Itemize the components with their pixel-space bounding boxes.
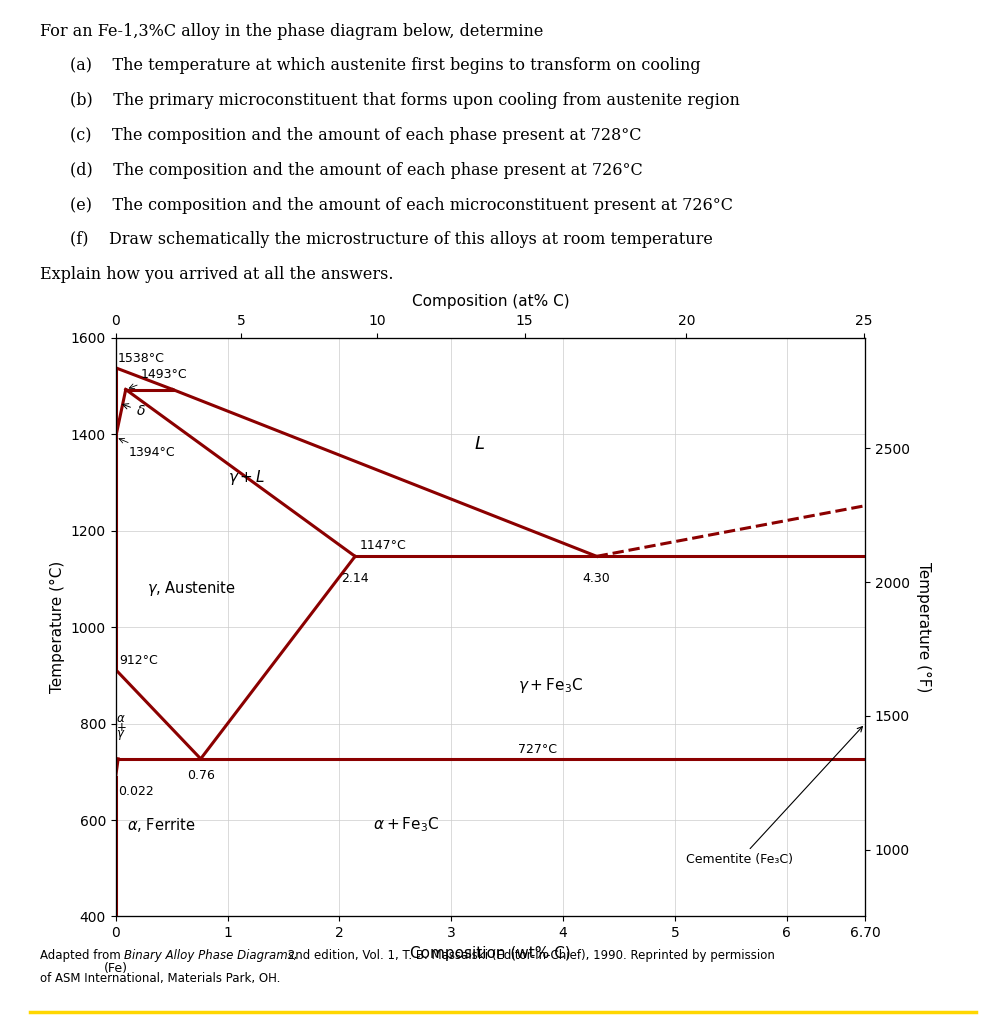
Text: $\alpha$, Ferrite: $\alpha$, Ferrite [127,816,195,834]
Text: 1538°C: 1538°C [118,352,165,366]
Text: 2.14: 2.14 [341,571,369,585]
Text: 0.022: 0.022 [118,785,154,799]
Text: 727°C: 727°C [518,743,557,756]
Text: (c)    The composition and the amount of each phase present at 728°C: (c) The composition and the amount of ea… [70,127,642,144]
Text: Explain how you arrived at all the answers.: Explain how you arrived at all the answe… [40,266,393,284]
Text: Cementite (Fe₃C): Cementite (Fe₃C) [686,727,862,866]
Text: $\alpha$: $\alpha$ [117,713,126,725]
Text: Adapted from: Adapted from [40,949,125,963]
Text: $\gamma + \mathrm{Fe_3C}$: $\gamma + \mathrm{Fe_3C}$ [518,676,583,694]
X-axis label: Composition (wt% C): Composition (wt% C) [410,946,570,961]
Y-axis label: Temperature (°F): Temperature (°F) [915,562,931,692]
Text: (Fe): (Fe) [104,963,128,975]
Text: $\alpha + \mathrm{Fe_3C}$: $\alpha + \mathrm{Fe_3C}$ [373,815,439,835]
Text: $\gamma$: $\gamma$ [117,728,126,742]
Text: $L$: $L$ [474,435,485,453]
Text: 1394°C: 1394°C [119,438,176,460]
Text: (e)    The composition and the amount of each microconstituent present at 726°C: (e) The composition and the amount of ea… [70,197,733,214]
Text: 4.30: 4.30 [582,571,611,585]
Text: $\delta$: $\delta$ [123,403,146,418]
Text: $\gamma + L$: $\gamma + L$ [227,468,265,487]
Text: $\gamma$, Austenite: $\gamma$, Austenite [147,580,236,598]
Text: For an Fe-1,3%C alloy in the phase diagram below, determine: For an Fe-1,3%C alloy in the phase diagr… [40,23,543,40]
Text: (a)    The temperature at which austenite first begins to transform on cooling: (a) The temperature at which austenite f… [70,57,701,75]
Text: (f)    Draw schematically the microstructure of this alloys at room temperature: (f) Draw schematically the microstructur… [70,231,713,249]
Text: Binary Alloy Phase Diagrams,: Binary Alloy Phase Diagrams, [124,949,298,963]
Text: $+$: $+$ [117,721,127,733]
Y-axis label: Temperature (°C): Temperature (°C) [50,561,65,693]
Text: (d)    The composition and the amount of each phase present at 726°C: (d) The composition and the amount of ea… [70,162,643,179]
Text: (b)    The primary microconstituent that forms upon cooling from austenite regio: (b) The primary microconstituent that fo… [70,92,740,110]
Text: of ASM International, Materials Park, OH.: of ASM International, Materials Park, OH… [40,972,281,985]
Text: 1493°C: 1493°C [129,369,187,389]
X-axis label: Composition (at% C): Composition (at% C) [411,294,569,309]
Text: 1147°C: 1147°C [359,540,406,553]
Text: 912°C: 912°C [119,653,158,667]
Text: 0.76: 0.76 [187,769,214,782]
Text: 2nd edition, Vol. 1, T. B. Massalski (Editor-in-Chief), 1990. Reprinted by permi: 2nd edition, Vol. 1, T. B. Massalski (Ed… [284,949,775,963]
